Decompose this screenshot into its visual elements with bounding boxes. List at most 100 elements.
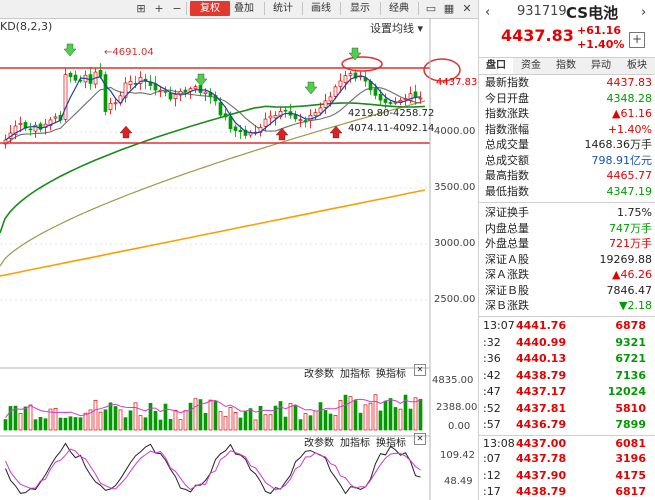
kd-switch-indicator[interactable]: 换指标 [376,438,406,449]
adjust-button[interactable]: 复权 [190,1,230,16]
market-stat-label: 深证Ｂ股 [485,283,529,297]
tick-volume: 9321 [615,335,646,349]
tick-time: :32 [483,335,501,349]
stats-button[interactable]: 统计 [273,3,293,14]
tick-time: 13:07 [483,319,515,332]
plus-icon[interactable]: + [629,32,645,48]
index-stat-value: 4465.77 [606,169,653,182]
tick-time: :36 [483,352,501,365]
tab-index[interactable]: 指数 [556,60,576,71]
tick-volume: 5810 [615,401,646,415]
grid-icon[interactable]: ▦ [443,2,455,15]
index-stat-label: 总成交量 [485,138,529,151]
tab-sector[interactable]: 板块 [627,60,647,71]
price-axis-4000: 4000.00 [434,126,476,137]
price-change-pct: +1.40% [577,38,625,51]
index-stat-row: 今日开盘 4348.28 [479,91,655,106]
market-stat-value: 747万手 [609,221,652,235]
quote-tabs: 盘口 资金 指数 异动 板块 [479,57,655,75]
tick-volume: 6081 [615,436,646,450]
market-stat-row: 深证Ａ股 19269.88 [479,252,655,267]
index-stat-value: 4437.83 [606,76,653,89]
classic-button[interactable]: 经典 [389,3,409,14]
layout-icon[interactable]: ⊞ [136,2,146,15]
volume-add-indicator[interactable]: 加指标 [340,369,370,380]
tick-price: 4440.13 [516,352,567,365]
current-price-label: 4437.83 [436,77,478,88]
index-stat-label: 总成交额 [485,153,529,167]
tick-price: 4441.76 [516,319,567,332]
security-name: CS电池 [566,4,619,22]
index-stat-value: 798.91亿元 [591,153,653,167]
draw-line-button[interactable]: 画线 [311,3,331,14]
indicator-label: KD(8,2,3) [0,20,53,33]
market-stat-label: 外盘总量 [485,237,529,250]
tab-handicap[interactable]: 盘口 [479,58,513,74]
tick-price: 4438.79 [516,485,567,498]
index-stat-row: 最低指数 4347.19 [479,184,655,199]
index-stat-row: 最高指数 4465.77 [479,168,655,183]
tick-price: 4437.78 [516,452,567,465]
ma-green-line [0,102,426,234]
overlay-button[interactable]: 叠加 [234,3,254,14]
market-stat-label: 深Ａ涨跌 [485,268,529,281]
price-highlight-ellipse [423,58,461,82]
tick-volume: 6721 [615,352,646,365]
minimize-panel-icon[interactable]: ▭ [425,2,437,15]
zoom-in-icon[interactable]: + [154,2,164,15]
tick-time: :42 [483,368,501,382]
tick-time: :52 [483,401,501,415]
market-stat-label: 深证Ａ股 [485,252,529,266]
index-stat-value: ▲61.16 [612,107,652,120]
tick-volume: 6817 [615,485,646,498]
kline-chart[interactable] [0,18,478,500]
forward-arrow-icon[interactable]: › [641,5,647,20]
tick-volume: 7899 [615,418,646,431]
market-stat-label: 深Ｂ涨跌 [485,299,529,312]
tick-price: 4437.90 [516,468,567,482]
tab-funds[interactable]: 资金 [521,60,541,71]
index-stat-label: 最新指数 [485,76,529,89]
quote-panel: ‹ 931719 CS电池 › 4437.83 +61.16 +1.40% + … [478,0,655,500]
volume-axis-max: 4835.00 [432,375,474,386]
market-stat-row: 深Ａ涨跌 ▲46.26 [479,267,655,282]
range-annotation-upper: 4219.80-4258.72 [348,108,435,119]
market-stat-value: ▲46.26 [612,268,652,281]
volume-close-icon[interactable]: ✕ [414,364,426,376]
tick-row: :12 4437.90 4175 [479,468,655,484]
market-stat-value: ▼2.18 [619,299,652,312]
index-stat-value: 1468.36万手 [584,138,653,151]
tick-volume: 6878 [615,319,646,332]
kd-change-params[interactable]: 改参数 [304,438,334,449]
tick-price: 4437.00 [516,436,567,450]
zoom-out-icon[interactable]: − [172,2,182,15]
high-annotation: ←4691.04 [104,47,154,58]
tick-time: 13:08 [483,436,515,450]
tick-row: :36 4440.13 6721 [479,351,655,367]
ma-orange-line [0,189,426,277]
tab-movement[interactable]: 异动 [591,60,611,71]
index-stat-label: 最高指数 [485,169,529,182]
kd-axis-max: 109.42 [440,450,475,461]
tick-volume: 4175 [615,468,646,482]
kd-add-indicator[interactable]: 加指标 [340,438,370,449]
security-code: 931719 [517,4,567,19]
ma-settings-link[interactable]: 设置均线 ▾ [370,22,424,35]
tick-row: :32 4440.99 9321 [479,335,655,351]
volume-change-params[interactable]: 改参数 [304,369,334,380]
index-stat-row: 指数涨幅 +1.40% [479,122,655,137]
volume-switch-indicator[interactable]: 换指标 [376,369,406,380]
volume-bars [3,394,423,431]
range-annotation-lower: 4074.11-4092.14 [348,123,435,134]
back-arrow-icon[interactable]: ‹ [485,5,491,20]
market-stat-row: 深证换手 1.75% [479,205,655,220]
price-axis-3000: 3000.00 [434,238,476,249]
tick-price: 4438.79 [516,368,567,382]
close-icon[interactable]: ✕ [462,2,472,15]
display-button[interactable]: 显示 [350,3,370,14]
tick-time: :47 [483,385,501,398]
market-stat-row: 内盘总量 747万手 [479,221,655,236]
kd-close-icon[interactable]: ✕ [414,433,426,445]
tick-price: 4440.99 [516,335,567,349]
tick-price: 4436.79 [516,418,567,431]
